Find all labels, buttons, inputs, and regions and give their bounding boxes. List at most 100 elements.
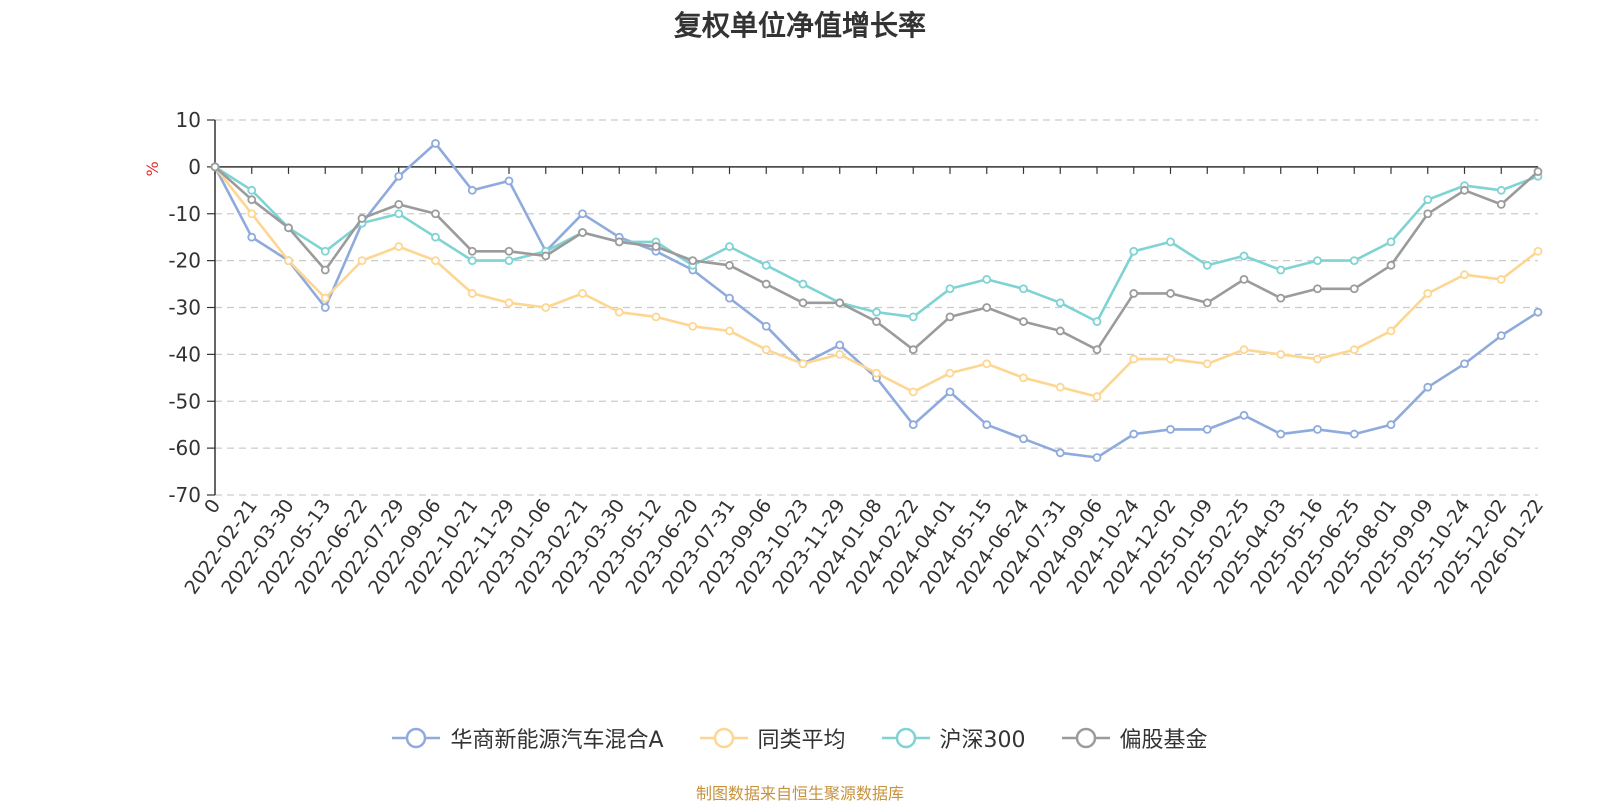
data-point: [247, 209, 257, 219]
data-point: [1423, 209, 1433, 219]
data-point: [1349, 345, 1359, 355]
data-point: [1019, 373, 1028, 383]
data-point: [1202, 359, 1212, 369]
data-point: [394, 171, 404, 181]
data-point: [1349, 256, 1359, 266]
data-point: [798, 359, 808, 369]
legend-swatch-icon: [392, 727, 441, 749]
data-point: [945, 368, 955, 378]
data-point: [320, 303, 330, 312]
source-note: 制图数据来自恒生聚源数据库: [695, 784, 904, 803]
data-point: [1129, 246, 1139, 256]
data-point: [835, 298, 845, 308]
data-point: [1092, 453, 1102, 462]
data-point: [467, 289, 477, 298]
data-point: [394, 242, 404, 251]
y-tick-label: -40: [168, 342, 201, 366]
data-point: [1055, 298, 1065, 308]
y-axis-label: %: [143, 161, 162, 176]
data-point: [210, 162, 220, 172]
data-point: [578, 289, 587, 298]
data-point: [1349, 284, 1359, 294]
data-point: [357, 214, 367, 223]
data-point: [1055, 326, 1065, 336]
axes: [207, 119, 1539, 496]
data-point: [872, 317, 881, 326]
data-point: [1496, 199, 1506, 209]
data-point: [1386, 420, 1396, 430]
data-point: [541, 303, 551, 312]
data-point: [761, 345, 771, 355]
data-point: [1055, 448, 1065, 458]
data-point: [945, 312, 955, 322]
data-point: [1423, 195, 1433, 205]
data-point: [1202, 260, 1212, 270]
x-tick-label: 0: [200, 495, 225, 518]
legend-label: 华商新能源汽车混合A: [450, 728, 664, 753]
data-point: [835, 340, 845, 350]
data-point: [761, 260, 771, 270]
data-point: [945, 284, 955, 294]
data-point: [1202, 298, 1212, 308]
data-point: [284, 256, 293, 266]
data-point: [1166, 354, 1175, 364]
data-point: [725, 242, 734, 251]
data-point: [1239, 274, 1249, 284]
data-point: [394, 209, 404, 219]
data-point: [578, 209, 587, 219]
data-point: [1129, 354, 1139, 364]
data-point: [504, 176, 514, 186]
data-point: [1423, 289, 1433, 298]
data-point: [504, 256, 514, 266]
data-point: [1092, 392, 1102, 401]
data-point: [1423, 382, 1433, 392]
data-point: [1129, 289, 1139, 298]
data-point: [1092, 345, 1102, 355]
data-point: [1313, 424, 1322, 434]
data-point: [1313, 284, 1322, 294]
data-point: [688, 256, 698, 266]
data-point: [431, 139, 440, 148]
data-point: [1496, 185, 1506, 195]
data-point: [1533, 246, 1543, 256]
data-point: [320, 293, 330, 303]
legend-swatch-icon: [699, 727, 748, 749]
legend: 华商新能源汽车混合A 同类平均 沪深300 偏股基金: [0, 722, 1600, 754]
legend-swatch-icon: [1061, 727, 1110, 749]
legend-item[interactable]: 同类平均: [699, 722, 846, 754]
legend-item[interactable]: 沪深300: [881, 722, 1026, 754]
data-point: [1019, 317, 1028, 326]
data-point: [467, 246, 477, 256]
data-point: [1239, 345, 1249, 355]
grid-lines: [215, 119, 1538, 496]
data-point: [872, 368, 881, 378]
data-point: [1533, 167, 1543, 176]
data-point: [1129, 429, 1139, 439]
legend-label: 偏股基金: [1119, 728, 1208, 753]
legend-item[interactable]: 华商新能源汽车混合A: [392, 722, 664, 754]
data-point: [504, 298, 514, 308]
tick-labels: 100-10-20-30-40-50-60-70%02022-02-212022…: [143, 108, 1548, 598]
legend-item[interactable]: 偏股基金: [1061, 722, 1208, 754]
line-chart: 100-10-20-30-40-50-60-70%02022-02-212022…: [143, 108, 1548, 598]
data-point: [1386, 260, 1396, 270]
data-point: [247, 232, 257, 242]
data-point: [1202, 424, 1212, 434]
data-point: [247, 195, 257, 205]
data-point: [1239, 251, 1249, 261]
data-point: [1496, 331, 1506, 341]
series-line: [213, 165, 1540, 398]
data-point: [431, 256, 440, 266]
data-point: [725, 293, 734, 303]
data-point: [578, 228, 587, 237]
data-point: [688, 321, 698, 331]
series-line: [213, 165, 1540, 323]
y-tick-label: -70: [168, 483, 201, 507]
data-point: [247, 185, 257, 195]
data-point: [982, 274, 992, 284]
data-point: [541, 251, 551, 261]
data-point: [982, 420, 992, 430]
series-line: [213, 142, 1540, 459]
y-tick-label: 10: [176, 108, 201, 132]
data-point: [908, 420, 918, 430]
